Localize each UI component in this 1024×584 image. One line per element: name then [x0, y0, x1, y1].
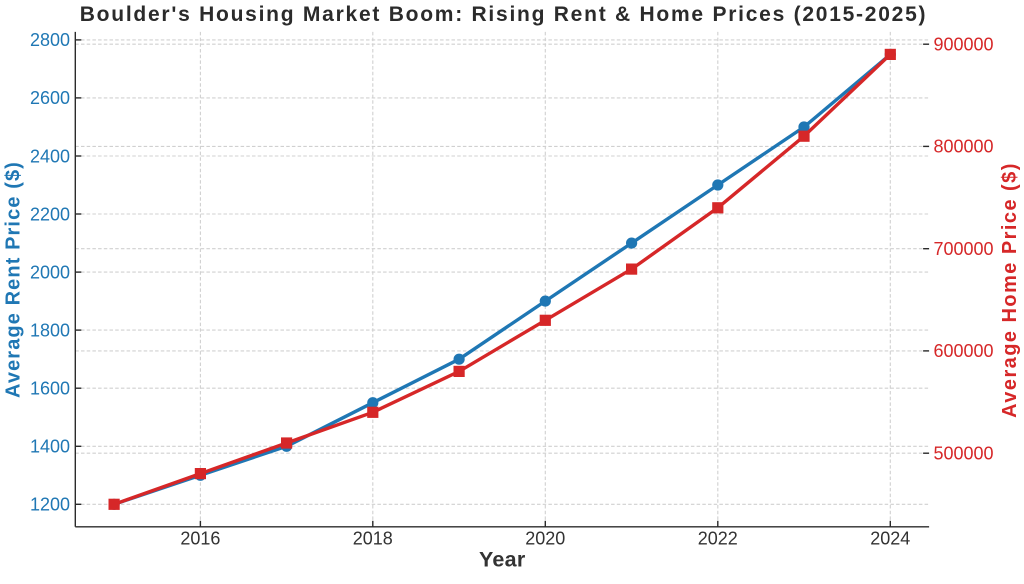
svg-text:2024: 2024 — [870, 529, 910, 549]
svg-text:2018: 2018 — [353, 529, 393, 549]
svg-text:900000: 900000 — [934, 35, 994, 55]
svg-text:1200: 1200 — [30, 495, 70, 515]
svg-text:Year: Year — [479, 548, 526, 572]
svg-text:Average Rent Price ($): Average Rent Price ($) — [3, 161, 25, 398]
svg-text:600000: 600000 — [934, 341, 994, 361]
svg-text:2000: 2000 — [30, 262, 70, 282]
svg-text:Boulder's Housing Market Boom:: Boulder's Housing Market Boom: Rising Re… — [80, 3, 928, 26]
svg-text:2016: 2016 — [180, 529, 220, 549]
svg-text:700000: 700000 — [934, 239, 994, 259]
svg-text:500000: 500000 — [934, 444, 994, 464]
svg-text:1400: 1400 — [30, 437, 70, 457]
svg-text:1800: 1800 — [30, 320, 70, 340]
svg-text:2400: 2400 — [30, 146, 70, 166]
svg-text:800000: 800000 — [934, 137, 994, 157]
svg-text:2800: 2800 — [30, 30, 70, 50]
svg-text:2200: 2200 — [30, 204, 70, 224]
svg-text:2600: 2600 — [30, 88, 70, 108]
svg-text:1600: 1600 — [30, 379, 70, 399]
svg-text:Average Home Price ($): Average Home Price ($) — [999, 162, 1021, 418]
svg-text:2022: 2022 — [698, 529, 738, 549]
svg-text:2020: 2020 — [525, 529, 565, 549]
